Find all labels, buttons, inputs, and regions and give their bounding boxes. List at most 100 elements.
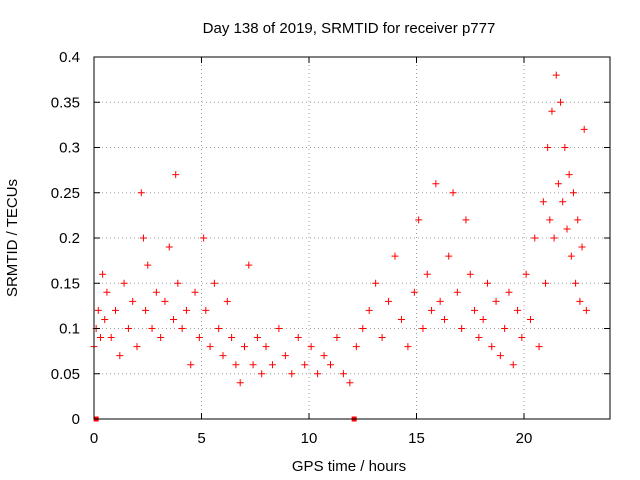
y-tick-label: 0.15 — [51, 275, 80, 292]
data-point — [385, 297, 393, 305]
data-point — [99, 270, 107, 278]
data-point — [245, 261, 253, 269]
data-point — [458, 325, 466, 332]
x-tick-label: 5 — [197, 430, 205, 447]
data-point — [501, 325, 509, 332]
data-point — [142, 306, 150, 314]
data-point — [404, 343, 412, 351]
y-tick-label: 0.1 — [59, 321, 80, 338]
data-point — [488, 343, 496, 351]
data-point — [419, 325, 427, 332]
data-point — [572, 279, 580, 287]
x-tick-label: 10 — [301, 430, 318, 447]
y-tick-label: 0.05 — [51, 366, 80, 383]
data-point — [187, 361, 195, 369]
data-point — [449, 189, 457, 197]
data-point — [101, 315, 109, 323]
data-point — [262, 343, 270, 351]
data-point — [236, 379, 244, 387]
data-point — [565, 171, 573, 179]
data-point — [352, 343, 360, 351]
data-point — [554, 180, 562, 188]
data-point — [139, 234, 147, 242]
data-point — [172, 171, 180, 179]
data-point — [241, 343, 248, 351]
axis-ticks — [93, 56, 610, 420]
data-point — [544, 144, 552, 151]
y-tick-label: 0 — [72, 411, 80, 428]
data-point — [526, 315, 534, 323]
data-point — [228, 334, 236, 342]
data-point — [333, 334, 341, 342]
data-point — [339, 370, 347, 378]
data-point — [518, 334, 526, 342]
y-tick-label: 0.2 — [59, 230, 80, 247]
data-point — [275, 325, 283, 332]
data-point — [170, 315, 178, 323]
y-axis-label: SRMTID / TECUs — [4, 179, 21, 297]
data-point — [182, 306, 190, 314]
chart-title: Day 138 of 2019, SRMTID for receiver p77… — [203, 20, 496, 37]
data-point — [152, 288, 160, 296]
data-point — [200, 234, 208, 242]
data-point — [548, 107, 556, 115]
data-point — [327, 361, 334, 369]
data-point — [195, 334, 203, 342]
data-point — [174, 279, 182, 287]
data-point — [378, 334, 386, 342]
data-point — [268, 361, 276, 369]
data-point — [161, 297, 169, 305]
data-point — [365, 306, 373, 314]
data-point — [509, 361, 517, 369]
data-point — [546, 216, 554, 224]
data-points — [90, 71, 590, 387]
data-point — [137, 189, 145, 197]
data-point — [206, 343, 214, 351]
data-point — [492, 297, 500, 305]
y-tick-label: 0.35 — [51, 94, 80, 111]
data-point — [475, 334, 483, 342]
data-point — [479, 315, 487, 323]
data-point — [372, 279, 380, 287]
y-tick-label: 0.25 — [51, 185, 80, 202]
data-point — [496, 352, 504, 360]
data-point — [514, 306, 522, 314]
data-point — [120, 279, 128, 287]
data-point — [542, 279, 549, 287]
data-point — [253, 334, 261, 342]
data-point — [428, 306, 436, 314]
data-point — [582, 306, 590, 314]
data-point — [281, 352, 289, 360]
data-point — [423, 270, 431, 278]
data-point — [522, 270, 530, 278]
data-point — [445, 252, 453, 260]
data-point — [567, 252, 575, 260]
x-tick-labels: 0 5 10 15 20 — [90, 430, 533, 447]
data-point — [453, 288, 461, 296]
data-point — [288, 370, 296, 378]
data-point — [440, 315, 448, 323]
data-point — [210, 279, 218, 287]
data-point — [191, 288, 199, 296]
data-point — [397, 315, 405, 323]
x-tick-label: 0 — [90, 430, 98, 447]
data-point — [96, 334, 104, 342]
data-point — [219, 352, 227, 360]
data-point — [301, 361, 309, 369]
data-point — [569, 189, 577, 197]
data-point — [107, 334, 115, 342]
data-point — [320, 352, 328, 360]
data-point — [359, 325, 367, 332]
data-point — [346, 379, 354, 387]
data-point — [249, 361, 257, 369]
data-point — [539, 198, 547, 206]
y-tick-label: 0.3 — [59, 140, 80, 157]
data-point — [223, 297, 231, 305]
data-point — [559, 198, 567, 206]
data-point — [157, 334, 165, 342]
data-point — [178, 325, 186, 332]
data-point — [552, 71, 560, 79]
data-point — [124, 325, 132, 332]
x-tick-label: 15 — [408, 430, 425, 447]
